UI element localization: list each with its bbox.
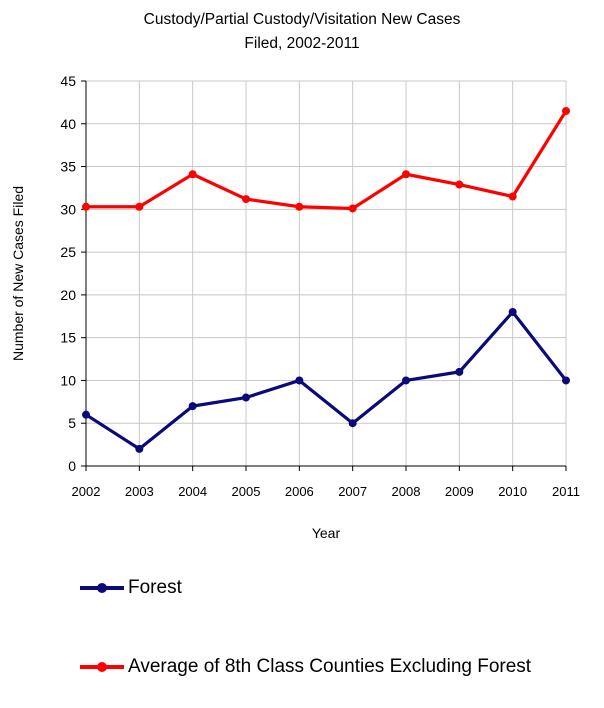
data-point-0 (402, 376, 410, 385)
y-tick-label: 35 (60, 159, 76, 175)
line-chart: 0 5 10 15 20 25 30 35 40 45 2002 2003 2004 2005 2006 20… (10, 73, 580, 541)
legend-item-1: Average of 8th Class Counties Excluding … (80, 655, 598, 679)
legend-swatch-marker (97, 662, 107, 672)
legend-swatch (80, 576, 124, 600)
y-tick-label: 25 (60, 244, 76, 260)
y-tick-label: 5 (68, 415, 76, 431)
y-tick-label: 40 (60, 116, 76, 132)
x-tick-label: 2006 (285, 484, 314, 499)
y-tick-label: 10 (60, 372, 76, 388)
legend-swatch-marker (97, 583, 107, 593)
chart-title-line-1: Custody/Partial Custody/Visitation New C… (143, 11, 461, 28)
data-point-1 (82, 202, 90, 211)
data-point-0 (348, 419, 357, 428)
x-tick-label: 2003 (125, 484, 154, 499)
data-point-1 (562, 106, 570, 115)
series-line-0 (85, 310, 568, 451)
legend-label: Forest (128, 577, 182, 598)
x-tick-label: 2009 (445, 484, 474, 499)
data-point-1 (348, 204, 357, 213)
data-point-1 (188, 170, 197, 179)
legend-swatch (80, 655, 124, 679)
plot-area (86, 81, 566, 466)
data-point-0 (455, 367, 464, 376)
series-line-1 (86, 110, 568, 211)
y-tick-label: 45 (60, 73, 76, 89)
y-tick-label: 20 (60, 287, 76, 303)
y-tick-label: 0 (68, 458, 76, 474)
x-tick-label: 2002 (72, 484, 101, 499)
legend-label: Average of 8th Class Counties Excluding … (128, 656, 532, 677)
data-point-0 (295, 376, 304, 385)
x-tick-label: 2007 (338, 484, 367, 499)
y-tick-label: 15 (60, 330, 76, 346)
x-tick-label: 2011 (552, 484, 580, 499)
data-point-1 (242, 195, 250, 204)
x-tick-label: 2008 (392, 484, 421, 499)
data-point-1 (135, 202, 144, 211)
data-point-0 (188, 402, 197, 411)
legend-item-0: Forest (80, 576, 598, 600)
data-point-0 (562, 376, 570, 385)
y-tick-label: 30 (60, 201, 76, 217)
y-axis-title: Number of New Cases Filed (10, 186, 26, 361)
x-tick-label: 2004 (178, 484, 207, 499)
data-point-1 (295, 202, 304, 211)
x-tick-label: 2010 (498, 484, 527, 499)
x-tick-label: 2005 (232, 484, 261, 499)
chart-title: Custody/Partial Custody/Visitation New C… (0, 8, 604, 56)
data-point-0 (82, 410, 90, 419)
data-point-1 (455, 180, 464, 189)
data-point-1 (402, 170, 410, 179)
data-point-1 (508, 192, 517, 201)
data-point-0 (508, 308, 517, 316)
data-point-0 (135, 444, 144, 453)
chart-title-line-2: Filed, 2002-2011 (244, 35, 360, 52)
data-point-0 (242, 393, 250, 402)
x-axis-title: Year (312, 525, 341, 541)
